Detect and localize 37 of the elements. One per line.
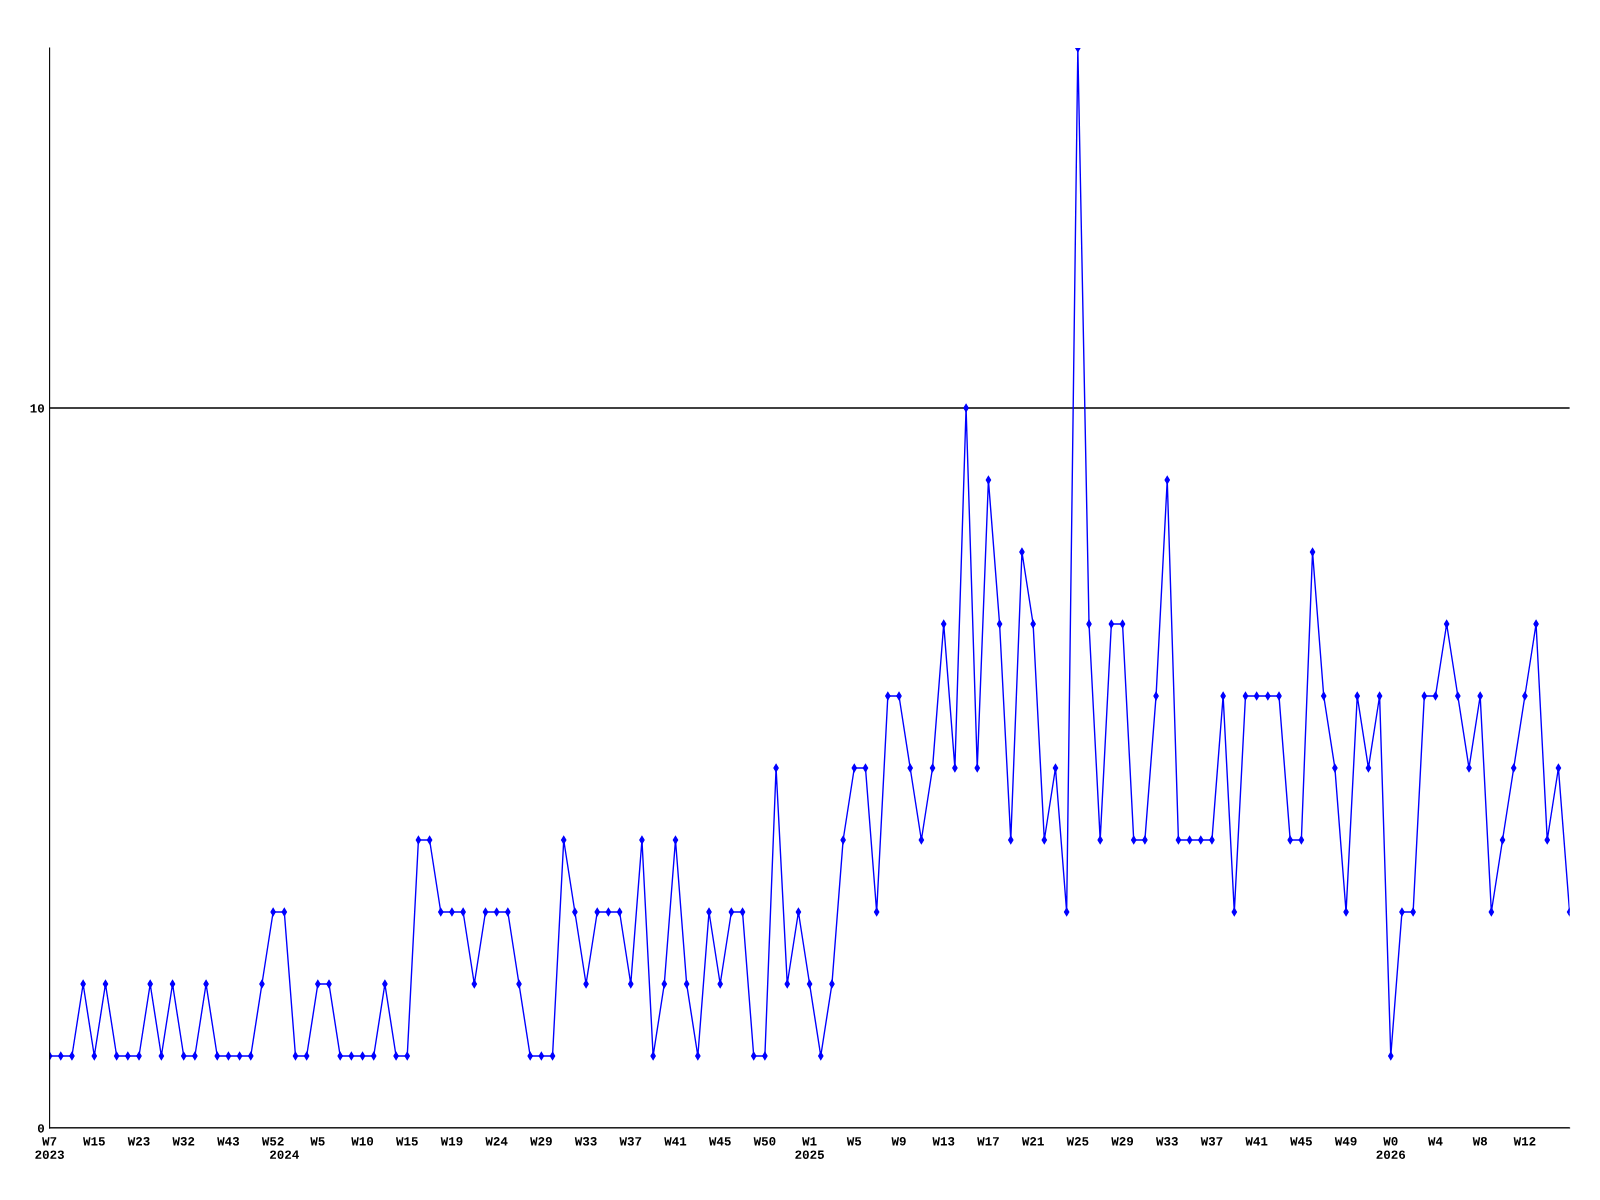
x-tick-label: W25 (1066, 1137, 1089, 1146)
x-tick-label: W15 (395, 1137, 418, 1146)
x-tick-label: W52 (261, 1137, 284, 1146)
x-tick-label: W12 (1513, 1137, 1536, 1146)
x-tick-label: W37 (619, 1137, 642, 1146)
x-tick-label: W8 (1472, 1137, 1488, 1146)
x-tick-label: W50 (753, 1137, 776, 1146)
x-tick-label: W10 (351, 1137, 374, 1146)
x-tick-label: W33 (1155, 1137, 1178, 1146)
x-tick-label: W32 (172, 1137, 195, 1146)
x-tick-label: W43 (217, 1137, 240, 1146)
x-tick-label: W49 (1334, 1137, 1357, 1146)
x-tick-label: W37 (1200, 1137, 1223, 1146)
x-tick-label: 2024 (270, 1150, 299, 1159)
x-tick-label: W9 (891, 1137, 906, 1146)
y-tick-label: 10 (30, 404, 45, 413)
x-tick-label: W1 2025 (795, 1137, 824, 1159)
x-tick-label: W19 (440, 1137, 463, 1146)
x-tick-label: W7 2023 (35, 1137, 64, 1159)
x-tick-label: W5 (846, 1137, 862, 1146)
x-tick-label: W15 (83, 1137, 105, 1146)
x-tick-label: W21 (1021, 1137, 1044, 1146)
x-tick-label: W23 (127, 1137, 150, 1146)
x-tick-label: W29 (1111, 1137, 1134, 1146)
x-tick-label: W45 (708, 1137, 731, 1146)
x-tick-label: W33 (574, 1137, 597, 1146)
x-tick-label: W29 (530, 1137, 552, 1146)
x-tick-label: W0 2026 (1376, 1137, 1406, 1159)
x-tick-label: W41 (1245, 1137, 1268, 1146)
x-tick-label: W13 (932, 1137, 955, 1146)
x-tick-label: W45 (1290, 1137, 1312, 1146)
x-tick-label: W17 (977, 1137, 999, 1146)
y-tick-label: 0 (37, 1124, 45, 1133)
x-tick-label: W24 (485, 1137, 508, 1146)
x-tick-label: W41 (664, 1137, 687, 1146)
x-tick-label: W5 (310, 1137, 325, 1146)
x-tick-label: W4 (1427, 1137, 1443, 1146)
